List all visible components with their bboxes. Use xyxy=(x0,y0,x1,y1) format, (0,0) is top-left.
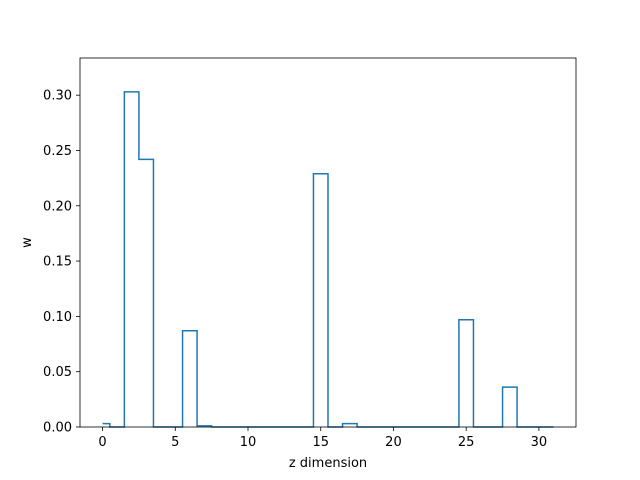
y-tick-label: 0.20 xyxy=(43,199,72,214)
x-tick-label: 15 xyxy=(312,435,329,450)
axes-frame xyxy=(79,57,577,428)
x-axis: 0 5 10 15 20 25 30 xyxy=(98,427,547,450)
x-tick-label: 25 xyxy=(458,435,475,450)
y-tick-label: 0.00 xyxy=(43,421,72,436)
x-axis-label: z dimension xyxy=(289,456,367,471)
y-tick-label: 0.30 xyxy=(43,89,72,104)
y-tick-label: 0.10 xyxy=(43,310,72,325)
x-tick-label: 10 xyxy=(240,435,257,450)
x-tick-label: 30 xyxy=(531,435,548,450)
y-tick-label: 0.25 xyxy=(43,144,72,159)
y-axis: 0.00 0.05 0.10 0.15 0.20 0.25 0.30 xyxy=(43,89,80,436)
x-tick-label: 0 xyxy=(98,435,106,450)
y-tick-label: 0.15 xyxy=(43,255,72,270)
x-tick-label: 5 xyxy=(171,435,179,450)
y-tick-label: 0.05 xyxy=(43,365,72,380)
x-tick-label: 20 xyxy=(385,435,402,450)
y-axis-label: w xyxy=(20,237,35,248)
